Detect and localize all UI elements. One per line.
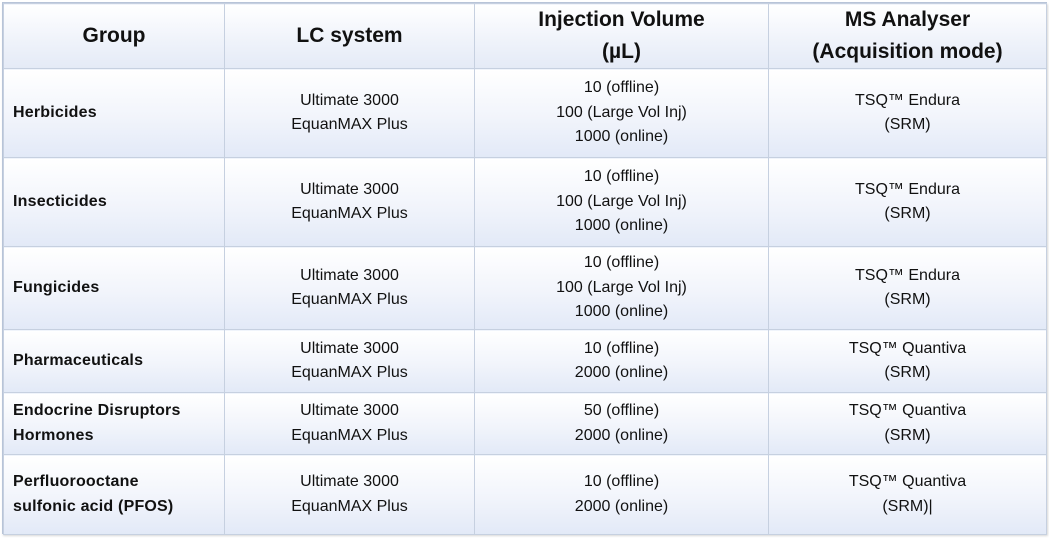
injection-cell: 50 (offline) 2000 (online) bbox=[474, 392, 769, 455]
ms-line: TSQ™ Quantiva bbox=[848, 473, 967, 490]
lc-cell: Ultimate 3000 EquanMAX Plus bbox=[224, 157, 475, 247]
header-ms-line-1: MS Analyser bbox=[844, 8, 971, 31]
lc-line: Ultimate 3000 bbox=[300, 91, 399, 109]
header-ms-analyser: MS Analyser (Acquisition mode) bbox=[768, 3, 1047, 69]
ms-cell: TSQ™ Quantiva (SRM)| bbox=[768, 454, 1047, 535]
injection-cell: 10 (offline) 100 (Large Vol Inj) 1000 (o… bbox=[474, 246, 769, 330]
ms-line: (SRM) bbox=[884, 291, 931, 308]
data-table: Group LC system Injection Volume (µL) MS… bbox=[3, 3, 1047, 535]
injection-line: 100 (Large Vol Inj) bbox=[556, 192, 687, 210]
lc-line: EquanMAX Plus bbox=[291, 364, 408, 381]
header-row: Group LC system Injection Volume (µL) MS… bbox=[3, 3, 1047, 69]
header-injection-line-1: Injection Volume bbox=[538, 8, 705, 31]
group-line: Fungicides bbox=[13, 278, 100, 296]
injection-line: 10 (offline) bbox=[583, 473, 660, 490]
injection-line: 10 (offline) bbox=[583, 339, 660, 357]
lc-line: EquanMAX Plus bbox=[291, 426, 408, 444]
lc-cell: Ultimate 3000 EquanMAX Plus bbox=[224, 246, 475, 330]
group-cell: Insecticides bbox=[3, 157, 225, 247]
lc-line: Ultimate 3000 bbox=[300, 473, 399, 490]
group-line: Endocrine Disruptors bbox=[13, 402, 181, 419]
ms-cell: TSQ™ Quantiva (SRM) bbox=[768, 392, 1047, 455]
group-cell: Herbicides bbox=[3, 68, 225, 158]
lc-line: Ultimate 3000 bbox=[300, 402, 399, 419]
table-row: Fungicides Ultimate 3000 EquanMAX Plus 1… bbox=[3, 246, 1047, 330]
table-row: Pharmaceuticals Ultimate 3000 EquanMAX P… bbox=[3, 329, 1047, 393]
group-line: sulfonic acid (PFOS) bbox=[13, 497, 174, 515]
lc-line: EquanMAX Plus bbox=[291, 497, 408, 515]
header-group-line: Group bbox=[82, 24, 146, 47]
injection-cell: 10 (offline) 2000 (online) bbox=[474, 329, 769, 393]
lc-cell: Ultimate 3000 EquanMAX Plus bbox=[224, 392, 475, 455]
lc-cell: Ultimate 3000 EquanMAX Plus bbox=[224, 454, 475, 535]
injection-line: 10 (offline) bbox=[583, 79, 660, 97]
header-injection-volume: Injection Volume (µL) bbox=[474, 3, 769, 69]
ms-line: TSQ™ Endura bbox=[855, 266, 960, 284]
injection-line: 2000 (online) bbox=[574, 497, 669, 515]
injection-line: 1000 (online) bbox=[574, 128, 669, 146]
ms-line: (SRM)| bbox=[882, 497, 933, 515]
ms-cell: TSQ™ Endura (SRM) bbox=[768, 246, 1047, 330]
injection-line: 1000 (online) bbox=[574, 303, 669, 321]
group-line: Hormones bbox=[13, 426, 94, 444]
table-row: Endocrine Disruptors Hormones Ultimate 3… bbox=[3, 392, 1047, 455]
injection-line: 50 (offline) bbox=[583, 402, 660, 419]
injection-line: 10 (offline) bbox=[583, 168, 660, 186]
table-row: Perfluorooctane sulfonic acid (PFOS) Ult… bbox=[3, 454, 1047, 535]
ms-line: (SRM) bbox=[884, 364, 931, 381]
header-lc-system: LC system bbox=[224, 3, 475, 69]
group-cell: Perfluorooctane sulfonic acid (PFOS) bbox=[3, 454, 225, 535]
lc-cell: Ultimate 3000 EquanMAX Plus bbox=[224, 68, 475, 158]
ms-cell: TSQ™ Quantiva (SRM) bbox=[768, 329, 1047, 393]
table-row: Herbicides Ultimate 3000 EquanMAX Plus 1… bbox=[3, 68, 1047, 158]
group-line: Perfluorooctane bbox=[13, 473, 139, 490]
group-line: Pharmaceuticals bbox=[13, 351, 144, 369]
lc-line: EquanMAX Plus bbox=[291, 116, 408, 133]
lc-cell: Ultimate 3000 EquanMAX Plus bbox=[224, 329, 475, 393]
ms-line: TSQ™ Quantiva bbox=[848, 339, 967, 357]
group-cell: Fungicides bbox=[3, 246, 225, 330]
injection-line: 10 (offline) bbox=[583, 254, 660, 272]
ms-cell: TSQ™ Endura (SRM) bbox=[768, 68, 1047, 158]
ms-line: (SRM) bbox=[884, 426, 931, 444]
injection-line: 2000 (online) bbox=[574, 426, 669, 444]
group-cell: Endocrine Disruptors Hormones bbox=[3, 392, 225, 455]
lc-line: Ultimate 3000 bbox=[300, 266, 399, 284]
header-group: Group bbox=[3, 3, 225, 69]
group-cell: Pharmaceuticals bbox=[3, 329, 225, 393]
injection-line: 100 (Large Vol Inj) bbox=[556, 278, 687, 296]
header-injection-line-2: (µL) bbox=[602, 40, 641, 63]
lc-line: Ultimate 3000 bbox=[300, 180, 399, 198]
ms-line: (SRM) bbox=[884, 116, 931, 133]
header-ms-line-2: (Acquisition mode) bbox=[812, 40, 1003, 63]
lc-line: EquanMAX Plus bbox=[291, 291, 408, 308]
ms-line: TSQ™ Endura bbox=[855, 91, 960, 109]
group-line: Herbicides bbox=[13, 103, 97, 121]
table-row: Insecticides Ultimate 3000 EquanMAX Plus… bbox=[3, 157, 1047, 247]
lc-line: Ultimate 3000 bbox=[300, 339, 399, 357]
ms-line: TSQ™ Endura bbox=[855, 180, 960, 198]
injection-cell: 10 (offline) 2000 (online) bbox=[474, 454, 769, 535]
header-lc-line: LC system bbox=[296, 24, 403, 47]
group-line: Insecticides bbox=[13, 192, 108, 210]
ms-cell: TSQ™ Endura (SRM) bbox=[768, 157, 1047, 247]
injection-line: 100 (Large Vol Inj) bbox=[556, 103, 687, 121]
injection-line: 2000 (online) bbox=[574, 364, 669, 381]
ms-line: (SRM) bbox=[884, 205, 931, 222]
lc-line: EquanMAX Plus bbox=[291, 205, 408, 222]
injection-cell: 10 (offline) 100 (Large Vol Inj) 1000 (o… bbox=[474, 157, 769, 247]
injection-line: 1000 (online) bbox=[574, 217, 669, 235]
injection-cell: 10 (offline) 100 (Large Vol Inj) 1000 (o… bbox=[474, 68, 769, 158]
ms-line: TSQ™ Quantiva bbox=[848, 402, 967, 419]
